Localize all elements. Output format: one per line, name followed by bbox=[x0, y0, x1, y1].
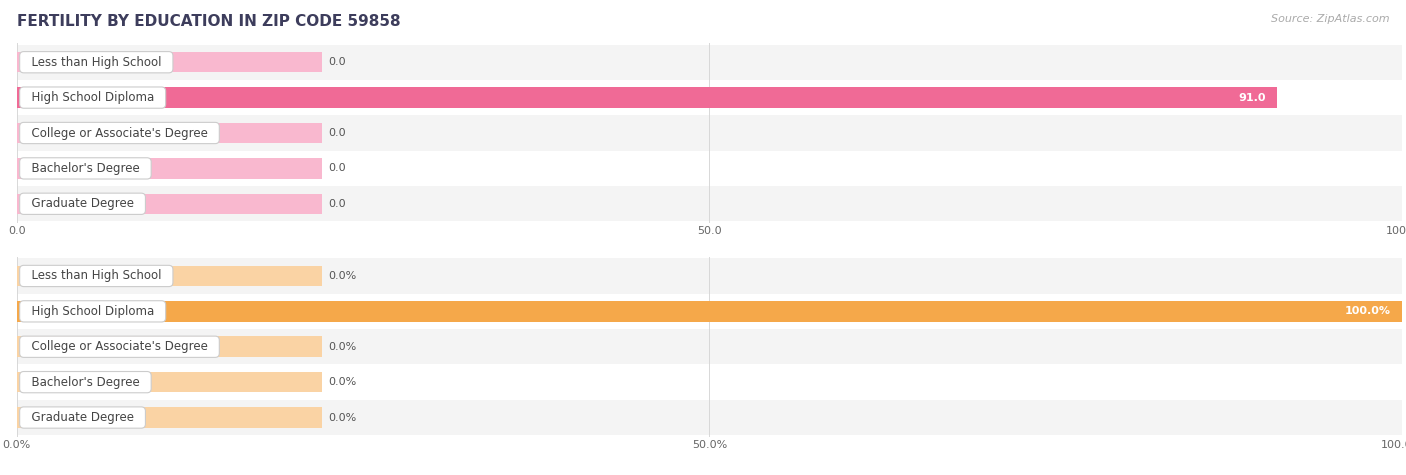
Text: Bachelor's Degree: Bachelor's Degree bbox=[24, 162, 148, 175]
Text: 0.0: 0.0 bbox=[329, 199, 346, 209]
Bar bbox=[17, 372, 322, 392]
Text: 0.0: 0.0 bbox=[329, 57, 346, 67]
Text: Graduate Degree: Graduate Degree bbox=[24, 197, 141, 210]
Bar bbox=[17, 123, 322, 143]
Text: 100.0%: 100.0% bbox=[1344, 306, 1391, 316]
Bar bbox=[17, 87, 1277, 108]
Text: College or Associate's Degree: College or Associate's Degree bbox=[24, 340, 215, 353]
Bar bbox=[17, 294, 1402, 329]
Bar bbox=[17, 336, 322, 357]
Bar bbox=[17, 45, 1402, 80]
Bar bbox=[17, 193, 322, 214]
Text: Graduate Degree: Graduate Degree bbox=[24, 411, 141, 424]
Text: Source: ZipAtlas.com: Source: ZipAtlas.com bbox=[1271, 14, 1389, 24]
Bar bbox=[17, 258, 1402, 294]
Bar bbox=[17, 186, 1402, 221]
Text: 0.0%: 0.0% bbox=[329, 271, 357, 281]
Bar bbox=[17, 151, 1402, 186]
Text: 0.0: 0.0 bbox=[329, 163, 346, 173]
Text: FERTILITY BY EDUCATION IN ZIP CODE 59858: FERTILITY BY EDUCATION IN ZIP CODE 59858 bbox=[17, 14, 401, 29]
Bar bbox=[17, 407, 322, 428]
Text: 0.0: 0.0 bbox=[329, 128, 346, 138]
Text: Bachelor's Degree: Bachelor's Degree bbox=[24, 376, 148, 389]
Bar bbox=[17, 301, 1402, 322]
Text: Less than High School: Less than High School bbox=[24, 269, 169, 283]
Text: High School Diploma: High School Diploma bbox=[24, 91, 162, 104]
Bar bbox=[17, 329, 1402, 364]
Text: 91.0: 91.0 bbox=[1239, 93, 1265, 103]
Text: 0.0%: 0.0% bbox=[329, 342, 357, 352]
Bar bbox=[17, 52, 322, 73]
Bar bbox=[17, 400, 1402, 435]
Text: 0.0%: 0.0% bbox=[329, 412, 357, 423]
Bar bbox=[17, 80, 1402, 115]
Text: 0.0%: 0.0% bbox=[329, 377, 357, 387]
Text: Less than High School: Less than High School bbox=[24, 56, 169, 69]
Bar bbox=[17, 158, 322, 179]
Text: High School Diploma: High School Diploma bbox=[24, 305, 162, 318]
Text: College or Associate's Degree: College or Associate's Degree bbox=[24, 126, 215, 140]
Bar bbox=[17, 266, 322, 286]
Bar bbox=[17, 115, 1402, 151]
Bar bbox=[17, 364, 1402, 400]
